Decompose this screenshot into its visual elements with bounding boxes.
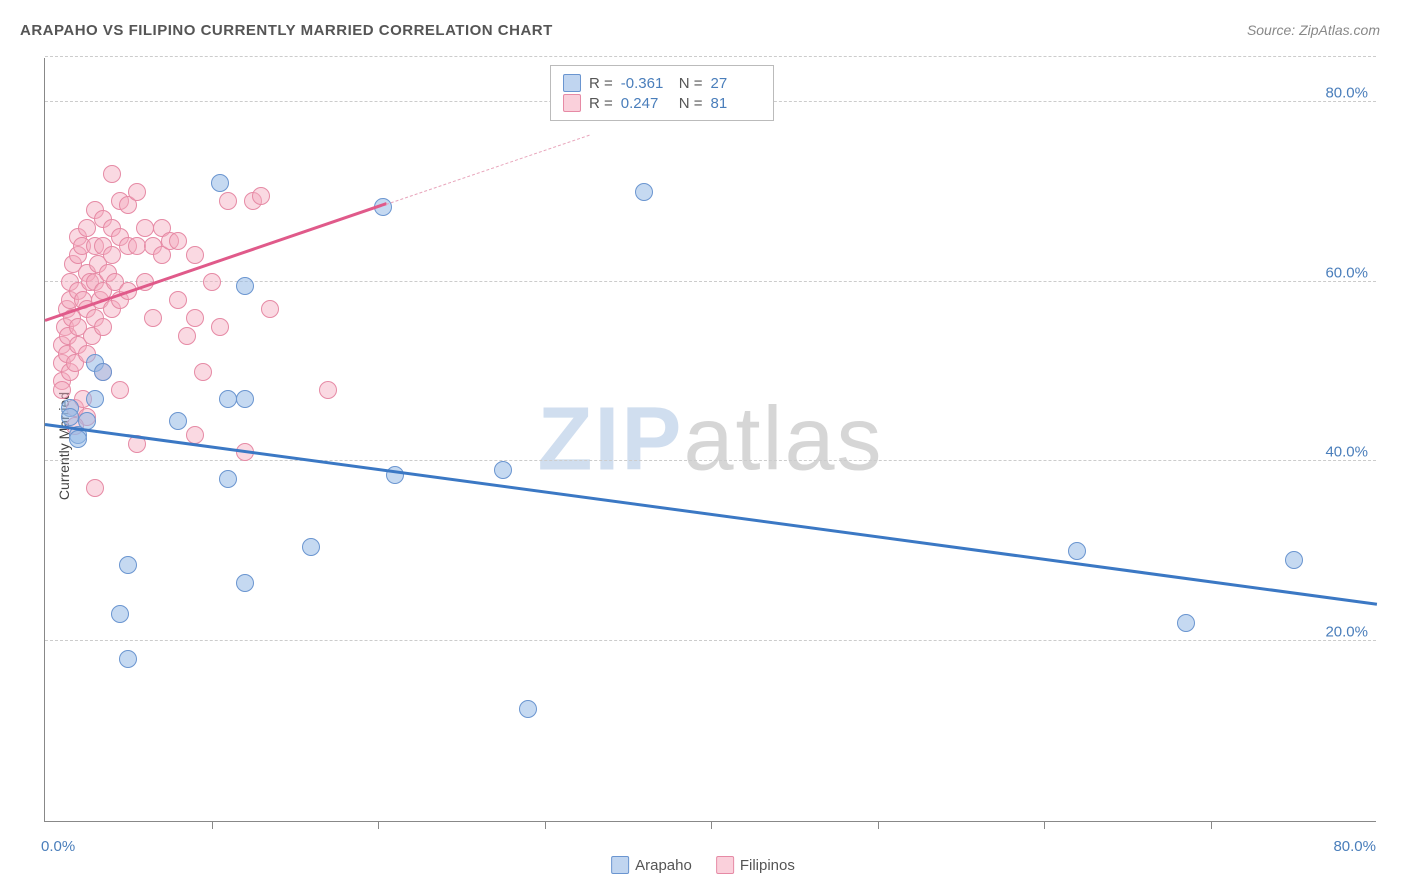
- stat-r-label: R =: [589, 75, 613, 92]
- data-point-arapaho: [119, 650, 137, 668]
- stats-legend-box: R = -0.361 N = 27 R = 0.247 N = 81: [550, 65, 774, 121]
- data-point-filipinos: [103, 165, 121, 183]
- data-point-arapaho: [519, 700, 537, 718]
- data-point-arapaho: [1285, 551, 1303, 569]
- data-point-arapaho: [1177, 614, 1195, 632]
- stat-r-label: R =: [589, 95, 613, 112]
- bottom-legend: Arapaho Filipinos: [611, 856, 795, 874]
- data-point-arapaho: [111, 605, 129, 623]
- data-point-arapaho: [211, 174, 229, 192]
- data-point-arapaho: [61, 408, 79, 426]
- legend-swatch-blue: [563, 74, 581, 92]
- data-point-filipinos: [194, 363, 212, 381]
- x-tick-label: 80.0%: [1333, 838, 1376, 855]
- y-tick-label: 60.0%: [1325, 264, 1368, 281]
- data-point-filipinos: [86, 479, 104, 497]
- legend-label: Filipinos: [740, 857, 795, 874]
- stat-r-value: 0.247: [621, 95, 671, 112]
- x-tick: [1044, 821, 1045, 829]
- data-point-filipinos: [186, 246, 204, 264]
- stat-n-value: 27: [711, 75, 761, 92]
- data-point-filipinos: [169, 291, 187, 309]
- y-tick-label: 80.0%: [1325, 84, 1368, 101]
- stat-n-label: N =: [679, 75, 703, 92]
- data-point-filipinos: [144, 309, 162, 327]
- x-tick: [212, 821, 213, 829]
- x-tick: [711, 821, 712, 829]
- y-tick-label: 20.0%: [1325, 624, 1368, 641]
- data-point-arapaho: [236, 277, 254, 295]
- data-point-filipinos: [169, 232, 187, 250]
- data-point-arapaho: [635, 183, 653, 201]
- stats-row: R = -0.361 N = 27: [563, 74, 761, 92]
- data-point-filipinos: [252, 187, 270, 205]
- data-point-arapaho: [1068, 542, 1086, 560]
- data-point-arapaho: [494, 461, 512, 479]
- data-point-filipinos: [53, 381, 71, 399]
- data-point-filipinos: [94, 318, 112, 336]
- legend-swatch-pink: [563, 94, 581, 112]
- legend-swatch-blue: [611, 856, 629, 874]
- data-point-filipinos: [203, 273, 221, 291]
- data-point-filipinos: [111, 381, 129, 399]
- gridline: [45, 56, 1376, 57]
- data-point-arapaho: [302, 538, 320, 556]
- data-point-filipinos: [103, 246, 121, 264]
- watermark: ZIPatlas: [537, 388, 883, 491]
- data-point-arapaho: [169, 412, 187, 430]
- legend-label: Arapaho: [635, 857, 692, 874]
- data-point-filipinos: [78, 219, 96, 237]
- data-point-filipinos: [186, 309, 204, 327]
- legend-swatch-pink: [716, 856, 734, 874]
- data-point-arapaho: [219, 470, 237, 488]
- legend-item-blue: Arapaho: [611, 856, 692, 874]
- data-point-filipinos: [319, 381, 337, 399]
- y-tick-label: 40.0%: [1325, 444, 1368, 461]
- data-point-filipinos: [128, 237, 146, 255]
- x-tick: [1211, 821, 1212, 829]
- watermark-zip: ZIP: [537, 389, 683, 489]
- legend-item-pink: Filipinos: [716, 856, 795, 874]
- data-point-filipinos: [219, 192, 237, 210]
- stat-r-value: -0.361: [621, 75, 671, 92]
- data-point-arapaho: [119, 556, 137, 574]
- data-point-filipinos: [178, 327, 196, 345]
- x-tick: [878, 821, 879, 829]
- data-point-filipinos: [186, 426, 204, 444]
- data-point-arapaho: [69, 430, 87, 448]
- data-point-arapaho: [219, 390, 237, 408]
- x-tick: [378, 821, 379, 829]
- data-point-arapaho: [86, 390, 104, 408]
- stats-row: R = 0.247 N = 81: [563, 94, 761, 112]
- source-label: Source: ZipAtlas.com: [1247, 22, 1380, 38]
- stat-n-label: N =: [679, 95, 703, 112]
- x-tick-label: 0.0%: [41, 838, 75, 855]
- data-point-arapaho: [94, 363, 112, 381]
- stat-n-value: 81: [711, 95, 761, 112]
- legend-leader-line: [386, 135, 589, 205]
- gridline: [45, 640, 1376, 641]
- data-point-arapaho: [236, 390, 254, 408]
- data-point-filipinos: [136, 219, 154, 237]
- chart-title: ARAPAHO VS FILIPINO CURRENTLY MARRIED CO…: [20, 22, 553, 39]
- chart-plot-area: ZIPatlas 20.0%40.0%60.0%80.0%0.0%80.0%: [44, 58, 1376, 822]
- data-point-filipinos: [128, 183, 146, 201]
- data-point-arapaho: [236, 574, 254, 592]
- data-point-filipinos: [261, 300, 279, 318]
- data-point-filipinos: [211, 318, 229, 336]
- x-tick: [545, 821, 546, 829]
- watermark-atlas: atlas: [683, 389, 883, 489]
